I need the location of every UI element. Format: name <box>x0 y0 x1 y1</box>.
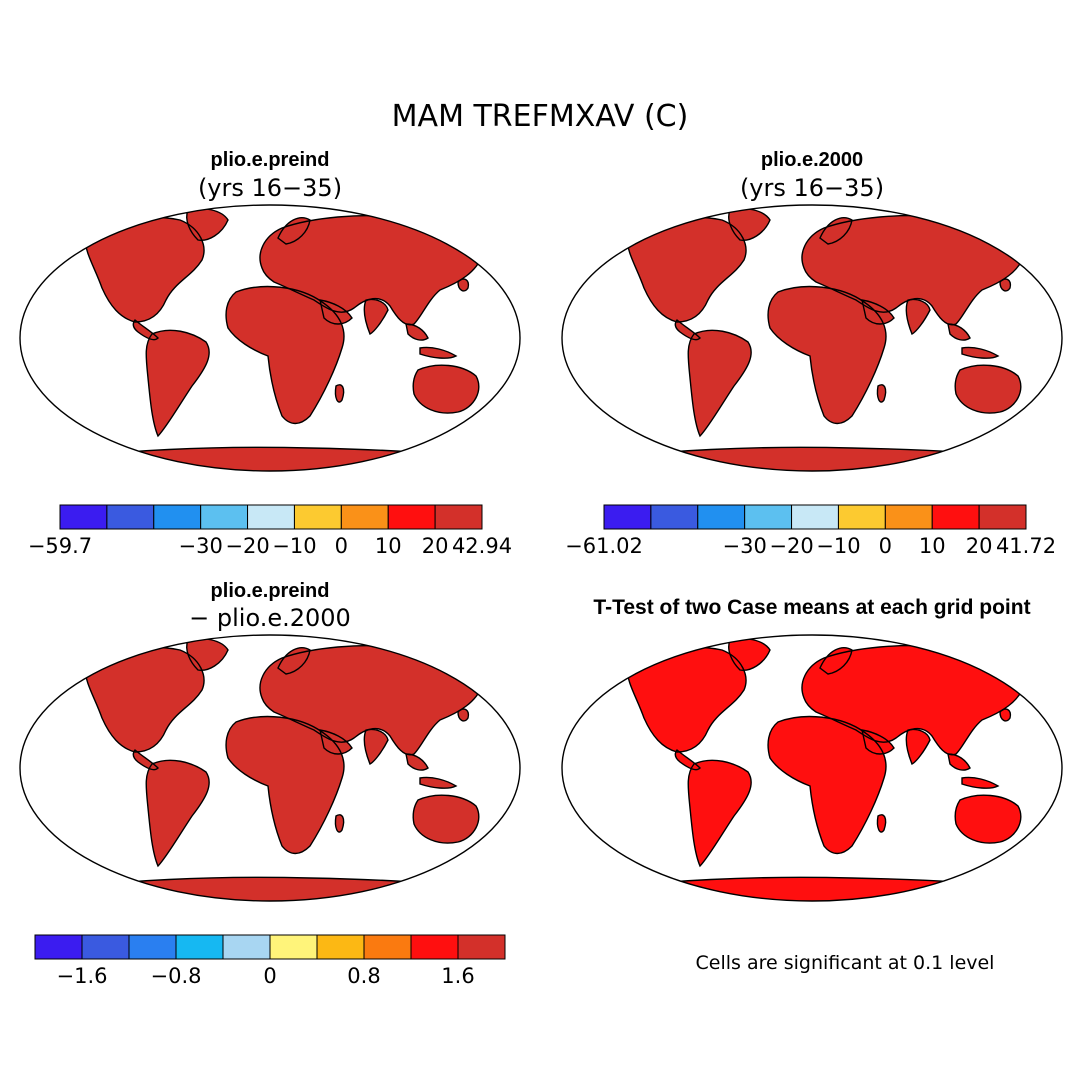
colorbar-swatch <box>293 504 342 530</box>
colorbar-tick-label: −20 <box>225 534 269 558</box>
panel-title: plio.e.preind <box>211 149 330 171</box>
colorbar-swatch <box>837 504 886 530</box>
colorbar-tick-label: −61.02 <box>565 534 643 558</box>
colorbar-swatch <box>316 934 365 960</box>
colorbar-swatch <box>387 504 436 530</box>
colorbar-swatch <box>59 504 108 530</box>
map <box>561 634 1063 902</box>
colorbar-tick-label: 0.8 <box>347 964 380 988</box>
colorbar-tick-label: 0 <box>879 534 892 558</box>
colorbar-tick-label: −10 <box>816 534 860 558</box>
map-outline <box>19 634 521 902</box>
colorbar-swatch <box>457 934 506 960</box>
significance-footnote: Cells are significant at 0.1 level <box>696 952 995 974</box>
colorbar-tick-label: 20 <box>422 534 449 558</box>
colorbar-tick-label: 41.72 <box>996 534 1056 558</box>
map-outline <box>19 204 521 472</box>
colorbar-tick-label: 0 <box>263 964 276 988</box>
colorbar-swatch <box>697 504 746 530</box>
colorbar-swatch <box>200 504 249 530</box>
panel-bottom-left: plio.e.preind− plio.e.2000 −1.6 −0.8 0 0.8 1.… <box>19 580 521 988</box>
colorbar-swatch <box>978 504 1027 530</box>
colorbar-tick-label: 10 <box>375 534 402 558</box>
map-outline <box>561 634 1063 902</box>
colorbar: −61.02 −30 −20 −10 0 10 20 41.72 <box>565 504 1056 558</box>
colorbar-swatch <box>222 934 271 960</box>
colorbar-swatch <box>650 504 699 530</box>
colorbar-swatch <box>81 934 130 960</box>
colorbar-tick-label: −59.7 <box>28 534 92 558</box>
colorbar-swatch <box>410 934 459 960</box>
panel-top-left: plio.e.preind (yrs 16−35) −59.7 −30 −20 −10 0 1… <box>19 149 521 558</box>
colorbar-tick-label: 1.6 <box>441 964 474 988</box>
panel-subtitle: (yrs 16−35) <box>198 174 342 202</box>
panel-top-right: plio.e.2000 (yrs 16−35) −61.02 −30 −20 −10 0 10… <box>561 149 1063 558</box>
panel-title: T-Test of two Case means at each grid po… <box>593 596 1030 619</box>
colorbar-swatch <box>603 504 652 530</box>
colorbar-tick-label: 10 <box>919 534 946 558</box>
colorbar-swatch <box>269 934 318 960</box>
colorbar-swatch <box>247 504 295 530</box>
colorbar-swatch <box>434 504 483 530</box>
colorbar-tick-label: −20 <box>769 534 813 558</box>
colorbar: −1.6 −0.8 0 0.8 1.6 <box>34 934 506 988</box>
colorbar-swatch <box>340 504 389 530</box>
colorbar-tick-label: −10 <box>272 534 316 558</box>
colorbar-tick-label: −0.8 <box>151 964 202 988</box>
map <box>19 634 521 902</box>
map <box>561 204 1063 472</box>
colorbar-tick-label: 42.94 <box>452 534 512 558</box>
panel-subtitle: − plio.e.2000 <box>189 604 351 632</box>
colorbar-swatch <box>153 504 202 530</box>
colorbar: −59.7 −30 −20 −10 0 10 20 42.94 <box>28 504 512 558</box>
map-outline <box>561 204 1063 472</box>
colorbar-swatch <box>106 504 155 530</box>
colorbar-tick-label: 0 <box>335 534 348 558</box>
colorbar-swatch <box>884 504 933 530</box>
panel-title: plio.e.2000 <box>761 149 863 171</box>
colorbar-tick-label: −30 <box>723 534 767 558</box>
map <box>19 204 521 472</box>
colorbar-swatch <box>128 934 177 960</box>
panel-subtitle: (yrs 16−35) <box>740 174 884 202</box>
colorbar-tick-label: −1.6 <box>57 964 108 988</box>
panel-bottom-right: T-Test of two Case means at each grid po… <box>561 596 1063 902</box>
colorbar-swatch <box>363 934 412 960</box>
colorbar-swatch <box>931 504 980 530</box>
colorbar-swatch <box>34 934 83 960</box>
colorbar-tick-label: 20 <box>966 534 993 558</box>
colorbar-tick-label: −30 <box>179 534 223 558</box>
figure-title: MAM TREFMXAV (C) <box>392 99 689 134</box>
colorbar-swatch <box>744 504 793 530</box>
panel-title: plio.e.preind <box>211 580 330 602</box>
colorbar-swatch <box>791 504 839 530</box>
colorbar-swatch <box>175 934 224 960</box>
